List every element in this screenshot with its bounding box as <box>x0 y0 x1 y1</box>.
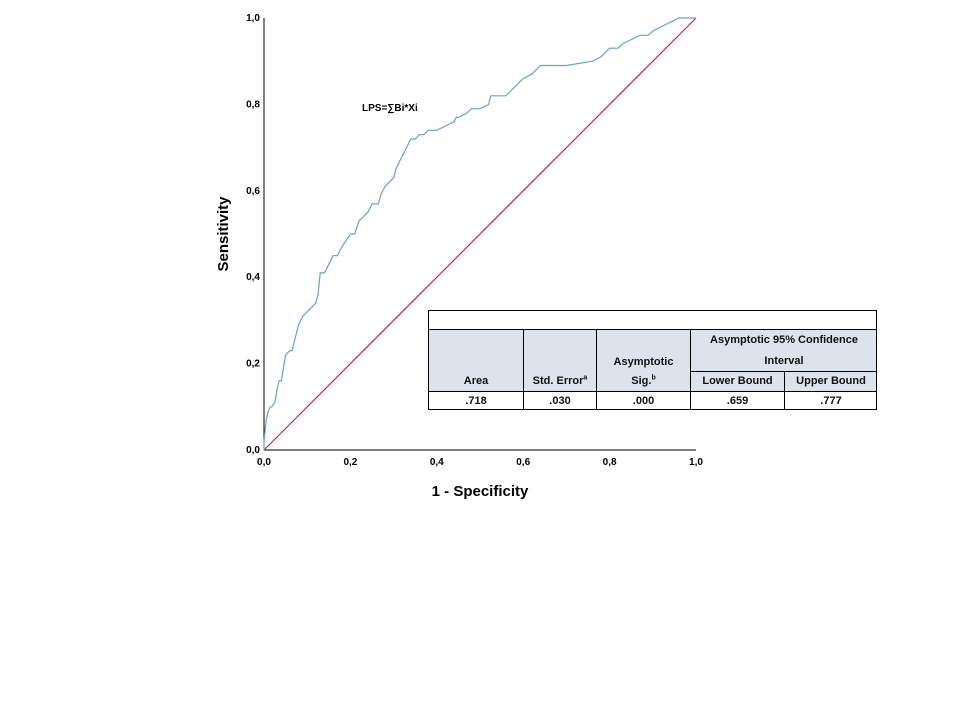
reference-diagonal-line <box>263 17 697 451</box>
y-tick-label: 1,0 <box>246 13 260 24</box>
value-asym-sig: .000 <box>632 394 655 407</box>
header-lower-bound: Lower Bound <box>691 372 784 391</box>
chart-annotation: LPS=∑Bi*Xi <box>362 103 418 114</box>
value-lower-bound: .659 <box>726 394 749 407</box>
y-tick-label: 0,6 <box>246 186 260 197</box>
x-tick-label: 0,0 <box>257 457 271 468</box>
x-tick-label: 0,2 <box>343 457 357 468</box>
header-asym-sig: Asymptotic Sig.b <box>597 330 690 391</box>
y-tick-label: 0,2 <box>246 359 260 370</box>
header-area: Area <box>429 330 523 391</box>
y-tick-label: 0,0 <box>246 445 260 456</box>
std-error-text: Std. Error <box>532 375 584 387</box>
asym-sig-line1: Asymptotic <box>613 356 674 368</box>
lower-bound-label: Lower Bound <box>702 375 773 387</box>
header-std-error: Std. Errora <box>524 330 596 391</box>
col-divider <box>690 330 691 410</box>
col-divider <box>523 330 524 410</box>
roc-stats-table: Area Std. Errora Asymptotic Sig.b Asympt… <box>428 310 877 410</box>
roc-curve-line <box>263 17 696 450</box>
y-ticks: 0,0 0,2 0,4 0,6 0,8 1,0 <box>246 13 260 456</box>
header-area-label: Area <box>463 375 489 387</box>
header-std-error-label: Std. Errora <box>533 374 588 389</box>
ci-subheader-divider <box>690 371 877 372</box>
table-title-row <box>429 311 876 330</box>
x-tick-label: 1,0 <box>689 457 703 468</box>
x-tick-label: 0,8 <box>603 457 617 468</box>
asym-sig-line2-wrap: Sig.b <box>631 374 655 389</box>
y-tick-label: 0,4 <box>246 272 260 283</box>
value-std-error: .030 <box>549 394 571 407</box>
header-upper-bound: Upper Bound <box>785 372 877 391</box>
value-upper-bound: .777 <box>820 394 842 407</box>
y-axis-title: Sensitivity <box>215 196 232 272</box>
plot-area: 0,0 0,2 0,4 0,6 0,8 1,0 0,0 0,2 0,4 0,6 0,8 1,0 <box>246 13 703 468</box>
std-error-footnote: a <box>583 374 588 382</box>
value-area: .718 <box>465 394 487 407</box>
x-tick-label: 0,4 <box>430 457 444 468</box>
asym-sig-footnote: b <box>651 374 656 382</box>
header-ci-group: Asymptotic 95% Confidence Interval <box>691 330 877 371</box>
x-axis-title: 1 - Specificity <box>432 483 529 500</box>
asym-sig-line2: Sig. <box>631 375 652 387</box>
x-ticks: 0,0 0,2 0,4 0,6 0,8 1,0 <box>257 457 703 468</box>
y-tick-label: 0,8 <box>246 99 260 110</box>
col-divider <box>596 330 597 410</box>
series-layer <box>263 17 697 451</box>
col-divider <box>784 371 785 410</box>
x-tick-label: 0,6 <box>516 457 530 468</box>
ci-group-label: Asymptotic 95% Confidence Interval <box>710 333 858 367</box>
table-header <box>429 330 876 392</box>
upper-bound-label: Upper Bound <box>796 375 866 387</box>
